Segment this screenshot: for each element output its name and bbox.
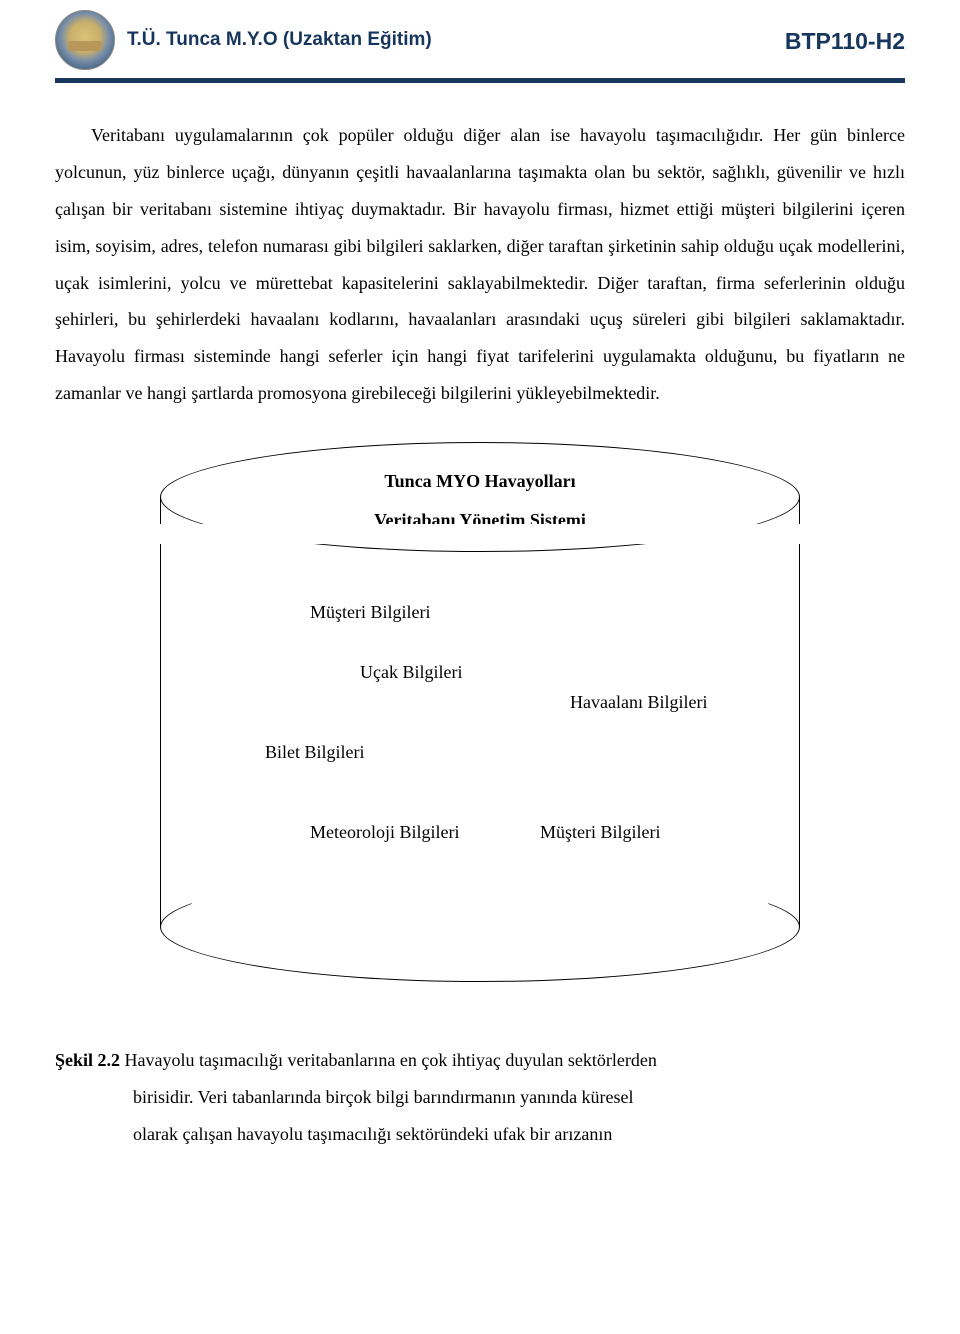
caption-line3: olarak çalışan havayolu taşımacılığı sek…	[55, 1116, 905, 1153]
label-musteri-bilgileri-1: Müşteri Bilgileri	[310, 602, 431, 623]
label-bilet-bilgileri: Bilet Bilgileri	[265, 742, 365, 763]
university-logo-icon	[55, 10, 115, 70]
caption-label: Şekil 2.2	[55, 1050, 120, 1070]
page-header: T.Ü. Tunca M.Y.O (Uzaktan Eğitim) BTP110…	[55, 10, 905, 70]
header-divider	[55, 78, 905, 83]
main-paragraph: Veritabanı uygulamalarının çok popüler o…	[55, 117, 905, 412]
label-musteri-bilgileri-2: Müşteri Bilgileri	[540, 822, 661, 843]
label-ucak-bilgileri: Uçak Bilgileri	[360, 662, 462, 683]
diagram-title: Tunca MYO Havayolları	[161, 471, 799, 492]
header-course-code: BTP110-H2	[785, 28, 905, 55]
database-cylinder-diagram: Tunca MYO Havayolları Veritabanı Yönetim…	[160, 442, 800, 982]
diagram-subtitle: Veritabanı Yönetim Sistemi	[161, 510, 799, 531]
label-meteoroloji-bilgileri: Meteoroloji Bilgileri	[310, 822, 459, 843]
label-havaalani-bilgileri: Havaalanı Bilgileri	[570, 692, 707, 713]
caption-line1: Havayolu taşımacılığı veritabanlarına en…	[120, 1050, 657, 1070]
figure-caption: Şekil 2.2 Havayolu taşımacılığı veritaba…	[55, 1042, 905, 1153]
cylinder-top-ellipse: Tunca MYO Havayolları Veritabanı Yönetim…	[160, 442, 800, 552]
header-left-title: T.Ü. Tunca M.Y.O (Uzaktan Eğitim)	[127, 29, 432, 51]
caption-line2: birisidir. Veri tabanlarında birçok bilg…	[55, 1079, 905, 1116]
